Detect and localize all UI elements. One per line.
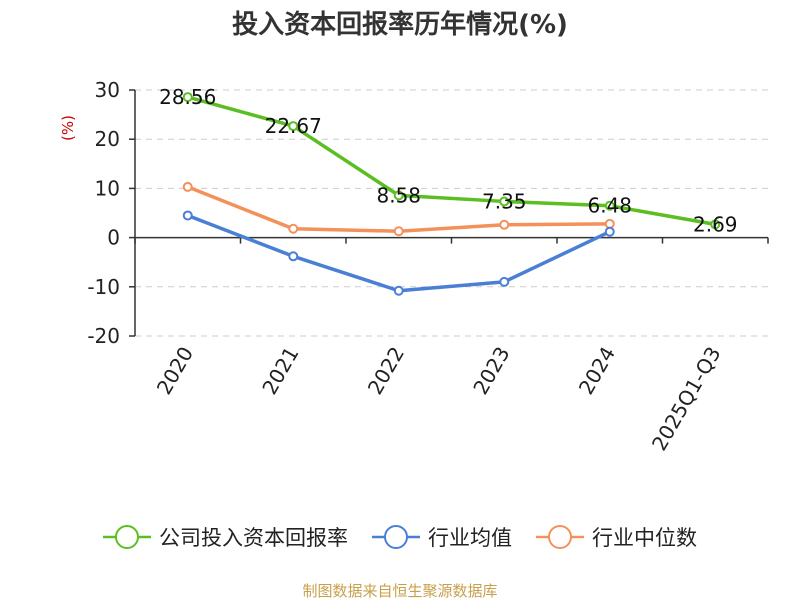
series-group — [182, 210, 615, 296]
data-point — [182, 210, 193, 221]
x-tick-label: 2024 — [574, 343, 620, 399]
legend-marker — [384, 525, 408, 549]
series-line — [187, 95, 716, 227]
data-point — [499, 219, 510, 230]
y-tick-label: 20 — [95, 127, 120, 151]
data-point — [604, 226, 615, 237]
data-point — [604, 218, 615, 229]
y-tick-label: 30 — [95, 78, 120, 102]
legend: 公司投入资本回报率 行业均值 行业中位数 — [103, 525, 697, 550]
legend-item: 行业中位数 — [536, 525, 697, 550]
data-point — [288, 251, 299, 262]
grid-layer — [135, 89, 768, 337]
data-point — [499, 276, 510, 287]
legend-item: 行业均值 — [372, 525, 512, 550]
y-axis-unit-label: (%) — [59, 115, 77, 141]
series-group — [182, 181, 615, 237]
data-label-layer: 28.56 22.67 8.58 7.35 6.48 2.69 — [159, 85, 737, 236]
data-point — [604, 200, 615, 211]
data-label: 8.58 — [376, 183, 421, 207]
data-label: 6.48 — [587, 194, 632, 218]
axis-layer: 30 20 10 0 -10 -20 2020 2021 2022 2023 2024 2025Q1-… — [87, 78, 769, 455]
data-label: 28.56 — [159, 85, 216, 109]
legend-marker — [115, 525, 139, 549]
chart-title: 投入资本回报率历年情况(%) — [232, 9, 568, 40]
data-point — [393, 285, 404, 296]
data-point — [288, 121, 299, 132]
legend-label: 行业中位数 — [592, 526, 697, 550]
legend-label: 公司投入资本回报率 — [159, 526, 348, 550]
x-tick-label: 2021 — [257, 343, 303, 399]
data-label: 2.69 — [693, 212, 738, 236]
x-tick-label: 2025Q1-Q3 — [647, 343, 726, 455]
x-tick-label: 2022 — [363, 343, 409, 399]
data-point — [393, 190, 404, 201]
legend-label: 行业均值 — [428, 526, 512, 550]
y-tick-label: -20 — [87, 324, 120, 348]
data-point — [288, 223, 299, 234]
data-label: 22.67 — [265, 114, 322, 138]
data-point — [499, 196, 510, 207]
data-point — [393, 226, 404, 237]
series-group — [182, 92, 721, 230]
y-tick-label: 10 — [95, 176, 120, 200]
legend-item: 公司投入资本回报率 — [103, 525, 348, 550]
data-label: 7.35 — [482, 189, 527, 213]
y-tick-label: -10 — [87, 275, 120, 299]
legend-marker — [548, 525, 572, 549]
x-tick-label: 2020 — [152, 343, 198, 399]
source-note: 制图数据来自恒生聚源数据库 — [302, 582, 497, 600]
x-tick-label: 2023 — [468, 343, 514, 399]
data-point — [710, 219, 721, 230]
y-tick-label: 0 — [107, 226, 120, 250]
data-point — [182, 181, 193, 192]
series-layer — [182, 92, 721, 296]
data-point — [182, 92, 193, 103]
